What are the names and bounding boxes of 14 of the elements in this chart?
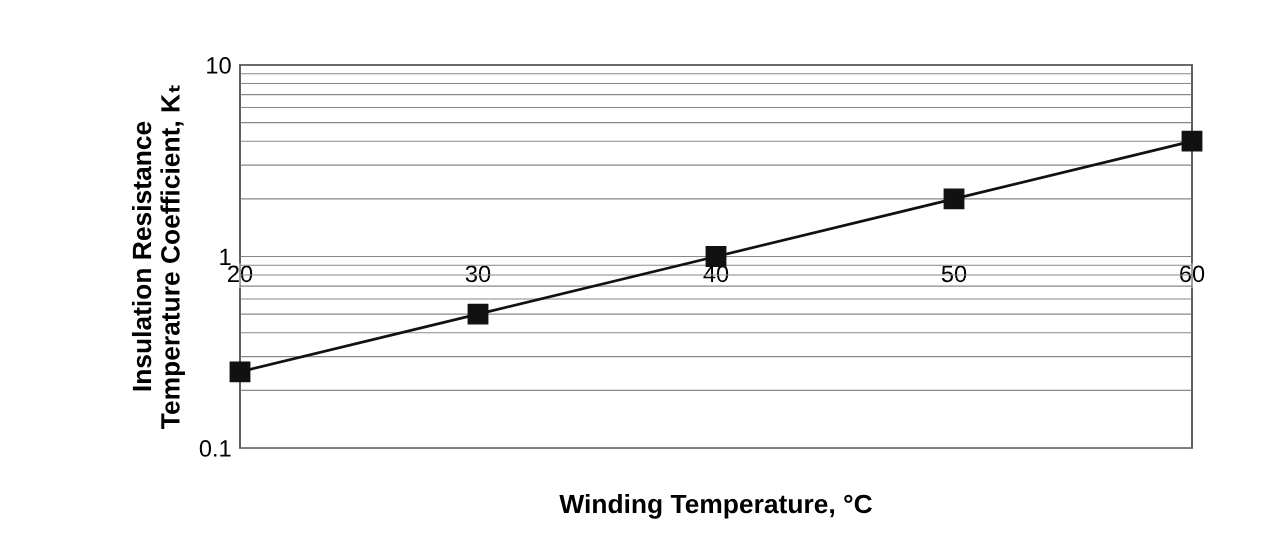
y-tick-label: 0.1 (199, 440, 231, 457)
x-tick-label: 20 (228, 265, 253, 283)
point (943, 188, 965, 210)
point (229, 361, 251, 383)
y-tick-label: 10 (207, 57, 231, 74)
point (467, 303, 489, 325)
y-tick-label: 1 (220, 248, 231, 266)
x-tick-label: 30 (465, 265, 491, 283)
point (1181, 130, 1203, 152)
point (705, 246, 727, 267)
x-tick-label: 50 (941, 265, 967, 283)
x-axis-title: Winding Temperature, °C (559, 493, 872, 519)
y-axis-title: Insulation Resistance Temperature Coefficient, Kₜ (131, 85, 185, 429)
x-tick-label: 60 (1180, 265, 1205, 283)
